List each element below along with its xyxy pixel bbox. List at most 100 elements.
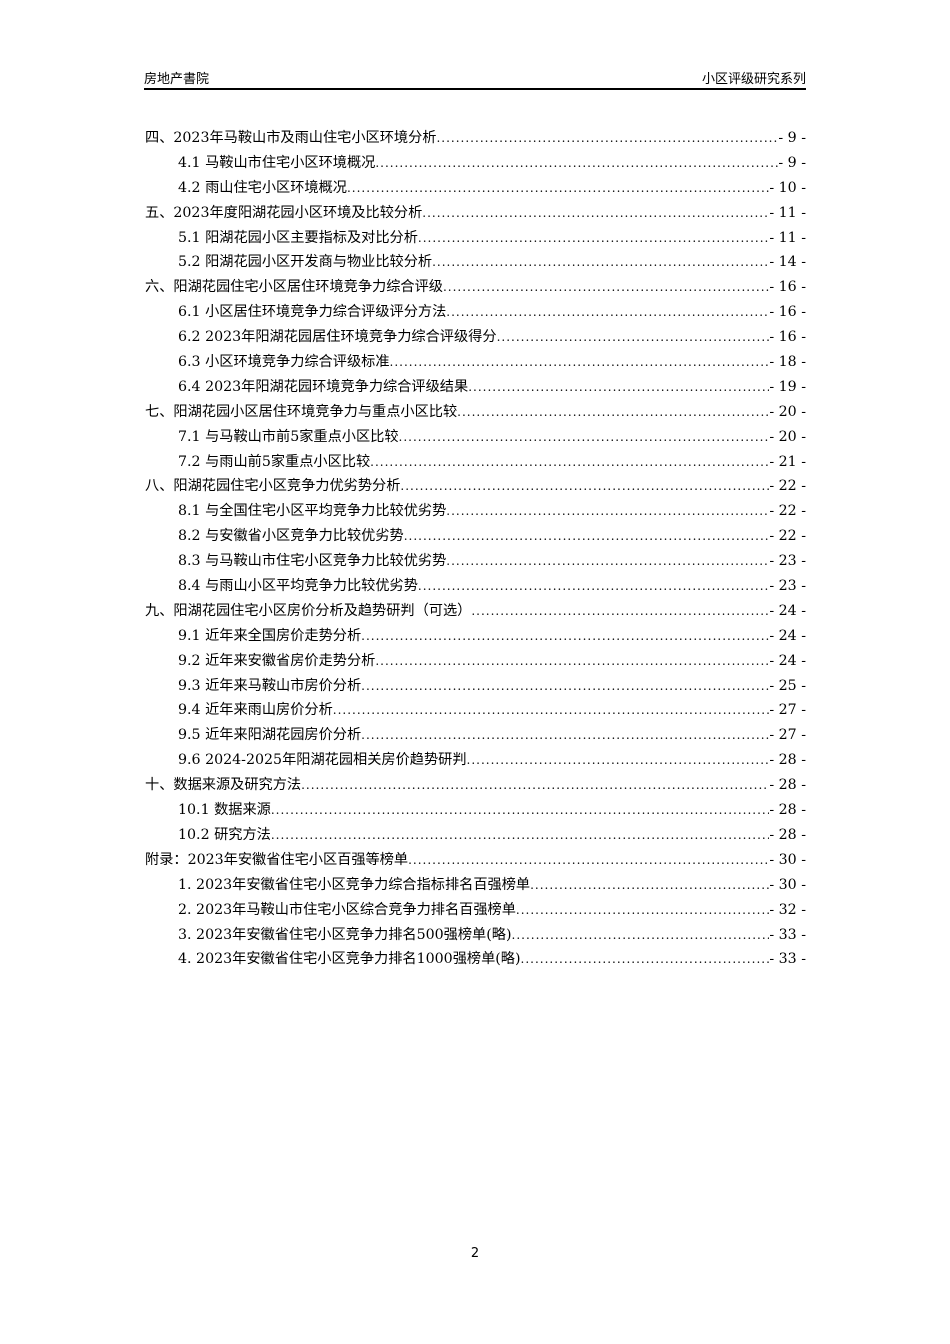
toc-entry[interactable]: 9.1 近年来全国房价走势分析 - 24 -: [145, 624, 806, 649]
toc-entry-page: - 9 -: [778, 130, 806, 146]
toc-entry-page: - 22 -: [769, 528, 806, 545]
toc-entry[interactable]: 六、阳湖花园住宅小区居住环境竞争力综合评级 - 16 -: [145, 275, 806, 300]
toc-entry[interactable]: 8.4 与雨山小区平均竞争力比较优劣势 - 23 -: [145, 574, 806, 599]
toc-dot-leader: [446, 300, 769, 325]
toc-entry-page: - 24 -: [769, 602, 806, 619]
header-publisher: 房地产書院: [144, 72, 210, 87]
toc-entry-title: 9.4 近年来雨山房价分析: [178, 702, 333, 719]
toc-dot-leader: [400, 474, 769, 499]
toc-entry-page: - 10 -: [769, 179, 806, 196]
toc-entry[interactable]: 8.2 与安徽省小区竞争力比较优劣势 - 22 -: [145, 524, 806, 549]
toc-dot-leader: [399, 425, 770, 450]
table-of-contents: 四、2023年马鞍山市及雨山住宅小区环境分析- 9 -4.1 马鞍山市住宅小区环…: [145, 126, 806, 972]
toc-entry-title: 6.1 小区居住环境竞争力综合评级评分方法: [178, 304, 447, 321]
toc-entry[interactable]: 6.2 2023年阳湖花园居住环境竞争力综合评级得分 - 16 -: [145, 325, 806, 350]
toc-entry[interactable]: 附录：2023年安徽省住宅小区百强等榜单 - 30 -: [145, 848, 806, 873]
toc-entry-page: - 23 -: [769, 578, 806, 595]
toc-entry-page: - 28 -: [769, 802, 806, 819]
toc-entry[interactable]: 6.1 小区居住环境竞争力综合评级评分方法 - 16 -: [145, 300, 806, 325]
toc-entry[interactable]: 5.1 阳湖花园小区主要指标及对比分析 - 11 -: [145, 226, 806, 251]
toc-entry[interactable]: 十、数据来源及研究方法 - 28 -: [145, 773, 806, 798]
toc-entry-title: 7.1 与马鞍山市前5家重点小区比较: [178, 428, 399, 445]
toc-dot-leader: [530, 873, 769, 898]
toc-entry-title: 九、阳湖花园住宅小区房价分析及趋势研判（可选）: [145, 602, 472, 619]
toc-entry[interactable]: 10.2 研究方法 - 28 -: [145, 823, 806, 848]
toc-entry-title: 7.2 与雨山前5家重点小区比较: [178, 453, 371, 470]
toc-dot-leader: [443, 275, 769, 300]
toc-entry-page: - 21 -: [769, 453, 806, 470]
toc-entry-title: 1. 2023年安徽省住宅小区竞争力综合指标排名百强榜单: [178, 876, 531, 893]
toc-entry-title: 5.1 阳湖花园小区主要指标及对比分析: [178, 229, 418, 246]
toc-dot-leader: [422, 201, 769, 226]
toc-entry-title: 2. 2023年马鞍山市住宅小区综合竞争力排名百强榜单: [178, 901, 516, 918]
toc-dot-leader: [271, 823, 769, 848]
toc-entry[interactable]: 10.1 数据来源 - 28 -: [145, 798, 806, 823]
toc-entry-page: - 25 -: [769, 677, 806, 694]
toc-entry[interactable]: 八、阳湖花园住宅小区竞争力优劣势分析 - 22 -: [145, 474, 806, 499]
toc-dot-leader: [390, 350, 770, 375]
toc-dot-leader: [361, 723, 769, 748]
toc-entry-title: 8.2 与安徽省小区竞争力比较优劣势: [178, 528, 404, 545]
toc-dot-leader: [471, 599, 769, 624]
toc-entry[interactable]: 4.2 雨山住宅小区环境概况 - 10 -: [145, 176, 806, 201]
toc-entry[interactable]: 9.5 近年来阳湖花园房价分析 - 27 -: [145, 723, 806, 748]
toc-entry[interactable]: 五、2023年度阳湖花园小区环境及比较分析 - 11 -: [145, 201, 806, 226]
toc-entry-page: - 27 -: [769, 702, 806, 719]
toc-entry-page: - 19 -: [769, 378, 806, 395]
toc-entry[interactable]: 6.3 小区环境竞争力综合评级标准 - 18 -: [145, 350, 806, 375]
toc-dot-leader: [333, 698, 770, 723]
toc-entry[interactable]: 9.4 近年来雨山房价分析 - 27 -: [145, 698, 806, 723]
toc-entry[interactable]: 9.2 近年来安徽省房价走势分析 - 24 -: [145, 649, 806, 674]
toc-entry[interactable]: 四、2023年马鞍山市及雨山住宅小区环境分析 - 9 -: [145, 126, 806, 151]
toc-entry-title: 七、阳湖花园小区居住环境竞争力与重点小区比较: [145, 403, 458, 420]
toc-entry-page: - 30 -: [769, 876, 806, 893]
toc-entry[interactable]: 3. 2023年安徽省住宅小区竞争力排名500强榜单(略) - 33 -: [145, 923, 806, 948]
toc-entry[interactable]: 4. 2023年安徽省住宅小区竞争力排名1000强榜单(略) - 33 -: [145, 947, 806, 972]
toc-entry-page: - 24 -: [769, 627, 806, 644]
toc-entry-title: 9.5 近年来阳湖花园房价分析: [178, 727, 362, 744]
toc-entry-title: 9.3 近年来马鞍山市房价分析: [178, 677, 362, 694]
toc-entry-title: 8.3 与马鞍山市住宅小区竞争力比较优劣势: [178, 553, 447, 570]
toc-entry[interactable]: 九、阳湖花园住宅小区房价分析及趋势研判（可选） - 24 -: [145, 599, 806, 624]
toc-entry-title: 3. 2023年安徽省住宅小区竞争力排名500强榜单(略): [178, 926, 512, 943]
toc-entry[interactable]: 4.1 马鞍山市住宅小区环境概况 - 9 -: [145, 151, 806, 176]
toc-entry-page: - 20 -: [769, 403, 806, 420]
toc-entry[interactable]: 7.2 与雨山前5家重点小区比较 - 21 -: [145, 450, 806, 475]
toc-dot-leader: [432, 250, 769, 275]
toc-entry[interactable]: 7.1 与马鞍山市前5家重点小区比较 - 20 -: [145, 425, 806, 450]
toc-entry-title: 9.1 近年来全国房价走势分析: [178, 627, 362, 644]
toc-entry[interactable]: 9.6 2024-2025年阳湖花园相关房价趋势研判 - 28 -: [145, 748, 806, 773]
toc-entry[interactable]: 8.1 与全国住宅小区平均竞争力比较优劣势 - 22 -: [145, 499, 806, 524]
toc-dot-leader: [516, 898, 769, 923]
toc-entry-page: - 16 -: [769, 304, 806, 321]
toc-entry-page: - 11 -: [769, 204, 806, 221]
toc-entry[interactable]: 1. 2023年安徽省住宅小区竞争力综合指标排名百强榜单 - 30 -: [145, 873, 806, 898]
toc-entry-title: 八、阳湖花园住宅小区竞争力优劣势分析: [145, 478, 401, 495]
page-number: 2: [470, 1246, 480, 1261]
toc-entry[interactable]: 5.2 阳湖花园小区开发商与物业比较分析 - 14 -: [145, 250, 806, 275]
toc-entry-page: - 30 -: [769, 851, 806, 868]
toc-dot-leader: [457, 400, 769, 425]
toc-dot-leader: [418, 574, 769, 599]
toc-entry-page: - 20 -: [769, 428, 806, 445]
toc-entry-title: 五、2023年度阳湖花园小区环境及比较分析: [145, 204, 423, 221]
toc-entry-title: 9.2 近年来安徽省房价走势分析: [178, 652, 376, 669]
toc-dot-leader: [301, 773, 769, 798]
toc-entry[interactable]: 8.3 与马鞍山市住宅小区竞争力比较优劣势 - 23 -: [145, 549, 806, 574]
toc-entry-title: 5.2 阳湖花园小区开发商与物业比较分析: [178, 254, 433, 271]
toc-entry-page: - 28 -: [769, 826, 806, 843]
toc-entry-page: - 33 -: [769, 951, 806, 968]
toc-entry[interactable]: 6.4 2023年阳湖花园环境竞争力综合评级结果 - 19 -: [145, 375, 806, 400]
toc-entry-title: 10.2 研究方法: [178, 826, 271, 843]
toc-entry[interactable]: 2. 2023年马鞍山市住宅小区综合竞争力排名百强榜单 - 32 -: [145, 898, 806, 923]
toc-dot-leader: [375, 151, 778, 176]
toc-entry-page: - 22 -: [769, 503, 806, 520]
toc-dot-leader: [497, 325, 770, 350]
toc-entry-page: - 16 -: [769, 279, 806, 296]
toc-entry[interactable]: 七、阳湖花园小区居住环境竞争力与重点小区比较 - 20 -: [145, 400, 806, 425]
toc-entry-title: 4.2 雨山住宅小区环境概况: [178, 179, 347, 196]
toc-entry-page: - 16 -: [769, 329, 806, 346]
toc-entry-title: 附录：2023年安徽省住宅小区百强等榜单: [145, 851, 409, 868]
toc-entry[interactable]: 9.3 近年来马鞍山市房价分析 - 25 -: [145, 674, 806, 699]
toc-dot-leader: [468, 375, 769, 400]
